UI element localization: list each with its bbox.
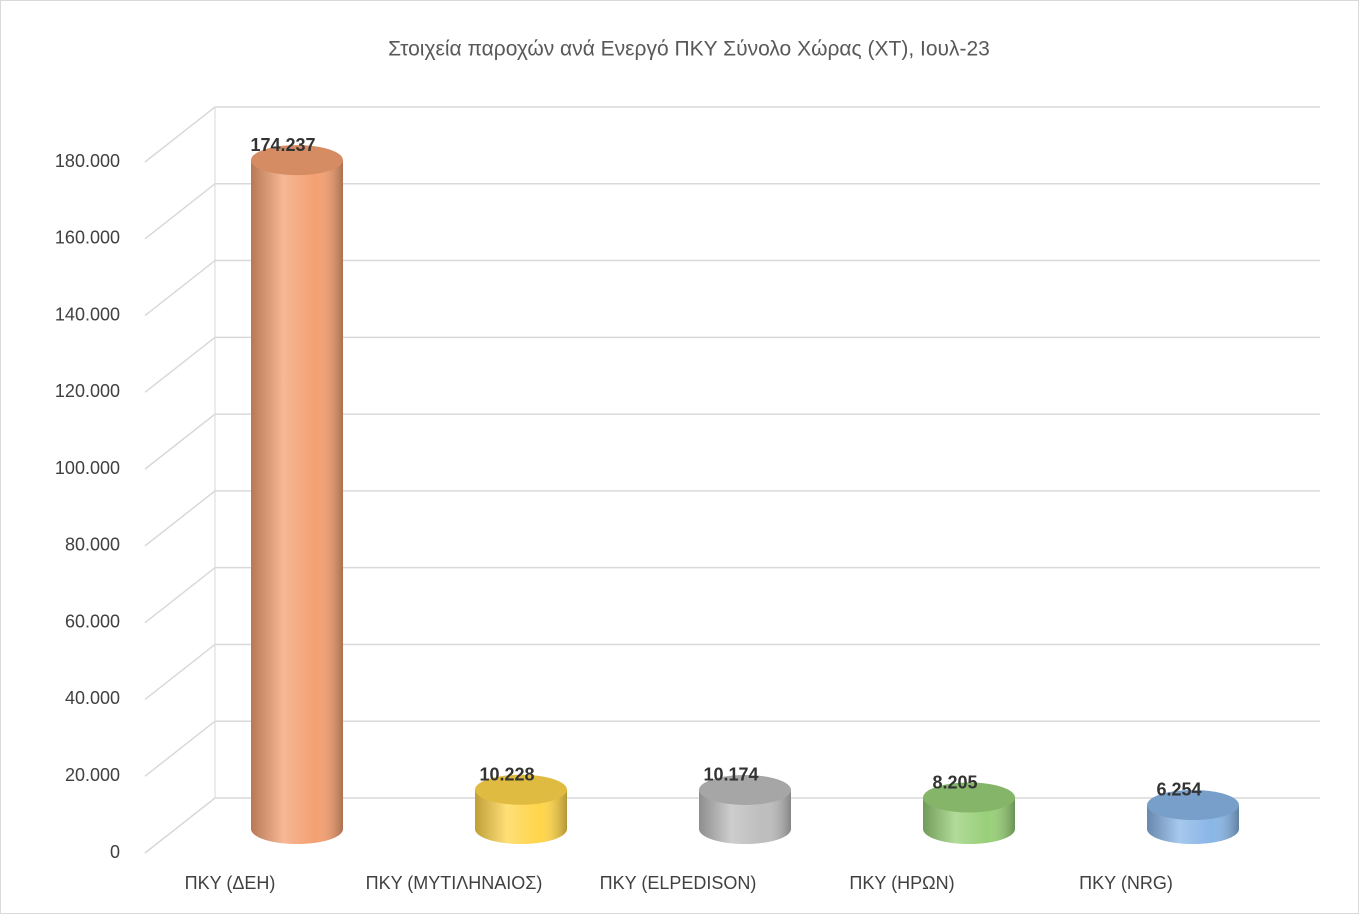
bar-top-shade [475,774,567,805]
grid-line-side [144,720,216,777]
y-tick-label: 0 [110,842,120,862]
bar-top [699,774,791,805]
value-label: 6.254 [1156,780,1201,800]
value-label: 174.237 [250,135,315,155]
chart-title: Στοιχεία παροχών ανά Ενεργό ΠΚΥ Σύνολο Χ… [388,38,990,61]
bar-top-shade [1147,789,1239,820]
y-tick-label: 80.000 [65,535,120,555]
value-label: 10.228 [479,764,534,784]
grid-line-side [144,643,216,701]
y-tick-label: 120.000 [55,381,120,401]
x-tick-label: ΠΚΥ (ΗΡΩΝ) [849,873,954,893]
grid-line-side [144,567,216,624]
bar-top-shade [251,145,343,176]
bar-top [1147,789,1239,820]
grid-line-side [144,336,216,393]
y-tick-label: 160.000 [55,228,120,248]
y-tick-label: 100.000 [55,458,120,478]
bar-shade [251,160,343,844]
y-tick-label: 20.000 [65,765,120,785]
bar-top-shade [699,774,791,805]
x-tick-label: ΠΚΥ (ΜΥΤΙΛΗΝΑΙΟΣ) [366,873,543,893]
x-tick-label: ΠΚΥ (ELPEDISON) [600,873,757,893]
grid-line-side [144,183,216,240]
value-label: 8.205 [932,772,977,792]
x-tick-label: ΠΚΥ (NRG) [1079,873,1173,893]
bar-top [251,145,343,176]
bar-shade [699,789,791,844]
y-tick-label: 180.000 [55,151,120,171]
bar-top [923,782,1015,813]
bar-top [475,774,567,805]
grid-line-side [144,490,216,547]
y-tick-label: 60.000 [65,611,120,631]
grid-line-side [144,797,216,854]
y-tick-label: 140.000 [55,304,120,324]
grid-line-side [144,413,216,470]
bar-shade [475,789,567,844]
bar-top-shade [923,782,1015,813]
grid-line-side [144,106,216,163]
value-label: 10.174 [703,765,758,785]
x-tick-label: ΠΚΥ (ΔΕΗ) [185,873,276,893]
y-tick-label: 40.000 [65,688,120,708]
grid-line-side [144,259,216,317]
